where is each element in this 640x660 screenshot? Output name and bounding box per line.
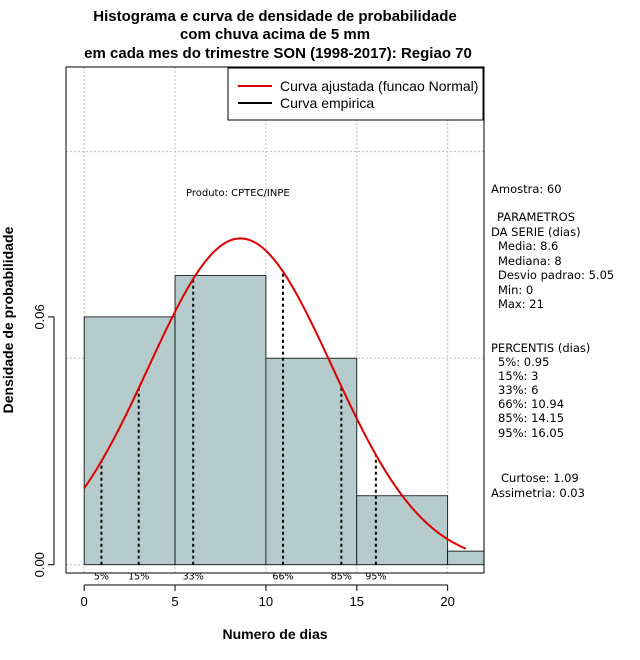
percentile-label-4: 85% xyxy=(331,572,352,583)
normal-curve-line xyxy=(83,237,467,550)
stat-param-title-1: PARAMETROS xyxy=(497,210,575,224)
x-tick-label-0: 0 xyxy=(81,594,88,609)
stat-percentis-title: PERCENTIS (dias) xyxy=(491,341,590,355)
chart-title-line-3: em cada mes do trimestre SON (1998-2017)… xyxy=(84,45,472,62)
chart-title-line-1: Histograma e curva de densidade de proba… xyxy=(93,8,456,25)
percentile-label-0: 5% xyxy=(94,572,109,583)
y-axis-label: Densidade de probabilidade xyxy=(0,226,16,413)
percentile-label-1: 15% xyxy=(128,572,149,583)
stat-p66: 66%: 10.94 xyxy=(498,397,564,411)
x-tick-label-3: 15 xyxy=(350,594,364,609)
stat-amostra: Amostra: 60 xyxy=(491,182,562,196)
x-tick-label-2: 10 xyxy=(259,594,273,609)
stat-curtose: Curtose: 1.09 xyxy=(501,471,579,485)
histogram-bar-1 xyxy=(174,275,267,566)
percentile-label-2: 33% xyxy=(183,572,204,583)
stat-p15: 15%: 3 xyxy=(498,369,538,383)
stat-p85: 85%: 14.15 xyxy=(498,411,564,425)
x-axis-label: Numero de dias xyxy=(222,626,327,642)
stats-panel: Amostra: 60 PARAMETROS DA SERIE (dias) M… xyxy=(491,182,614,500)
y-tick-label-1: 0.06 xyxy=(32,304,47,329)
stat-mediana: Mediana: 8 xyxy=(498,254,562,268)
watermark-text: Produto: CPTEC/INPE xyxy=(186,188,290,199)
chart-title-line-2: com chuva acima de 5 mm xyxy=(180,26,370,43)
curve-layer xyxy=(83,237,467,550)
stat-p95: 95%: 16.05 xyxy=(498,426,564,440)
legend-label-empirical: Curva empirica xyxy=(280,95,374,111)
histogram-bar-0 xyxy=(83,316,176,566)
x-tick-label-4: 20 xyxy=(440,594,454,609)
plot-frame xyxy=(65,66,485,574)
legend: Curva ajustada (funcao Normal) Curva emp… xyxy=(227,67,484,121)
stat-min: Min: 0 xyxy=(498,283,533,297)
stat-param-title-2: DA SERIE (dias) xyxy=(491,225,581,239)
percentile-label-5: 95% xyxy=(365,572,386,583)
stat-desvio: Desvio padrao: 5.05 xyxy=(498,268,614,282)
stat-p33: 33%: 6 xyxy=(498,383,538,397)
x-tick-label-1: 5 xyxy=(171,594,178,609)
histogram-bar-4 xyxy=(447,550,485,566)
percentile-layer: 5% 15% 33% 66% 85% 95% xyxy=(94,271,386,583)
bars-layer xyxy=(83,275,485,566)
y-tick-label-0: 0.00 xyxy=(32,552,47,577)
stat-assimetria: Assimetria: 0.03 xyxy=(491,486,585,500)
stat-max: Max: 21 xyxy=(498,297,544,311)
percentile-label-3: 66% xyxy=(272,572,293,583)
stat-p5: 5%: 0.95 xyxy=(498,355,549,369)
legend-label-normal: Curva ajustada (funcao Normal) xyxy=(280,78,478,94)
stat-media: Media: 8.6 xyxy=(498,239,558,253)
legend-box xyxy=(227,67,484,121)
axis-layer: 0 5 10 15 20 0.00 0.06 xyxy=(32,304,455,609)
histogram-bar-3 xyxy=(356,495,449,566)
